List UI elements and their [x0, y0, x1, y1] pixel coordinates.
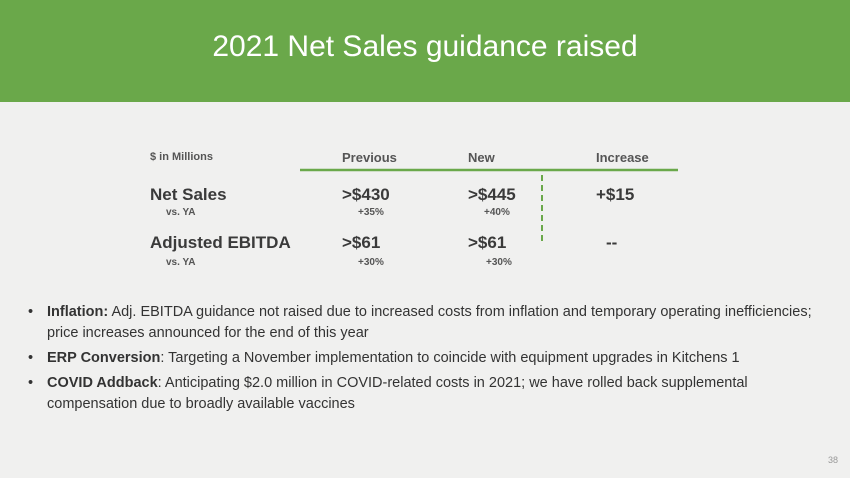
bullet-label: Inflation: — [47, 304, 109, 320]
slide-title: 2021 Net Sales guidance raised — [212, 30, 638, 63]
row-label: Net Sales — [150, 185, 227, 204]
new-change: +30% — [486, 257, 512, 268]
new-value: >$445 — [468, 185, 516, 204]
row-sublabel: vs. YA — [166, 207, 196, 218]
previous-value: >$430 — [342, 185, 390, 204]
bullet-list: Inflation: Adj. EBITDA guidance not rais… — [28, 302, 818, 419]
page-number: 38 — [827, 455, 838, 465]
bullet-text: Adj. EBITDA guidance not raised due to i… — [47, 304, 812, 341]
previous-change: +35% — [358, 207, 384, 218]
new-change: +40% — [484, 207, 510, 218]
previous-change: +30% — [358, 257, 384, 268]
bullet: Inflation: Adj. EBITDA guidance not rais… — [28, 302, 818, 344]
header-band: 2021 Net Sales guidance raised — [0, 0, 850, 102]
column-header: Previous — [342, 150, 397, 165]
column-header: Increase — [596, 150, 649, 165]
increase-value: -- — [606, 233, 618, 252]
new-value: >$61 — [468, 233, 507, 252]
bullet-text: : Targeting a November implementation to… — [160, 350, 740, 366]
bullet: ERP Conversion: Targeting a November imp… — [28, 348, 818, 369]
increase-value: +$15 — [596, 185, 635, 204]
previous-value: >$61 — [342, 233, 381, 252]
bullet-label: ERP Conversion — [47, 350, 161, 366]
row-label: Adjusted EBITDA — [150, 233, 291, 252]
column-header: New — [468, 150, 495, 165]
bullet: COVID Addback: Anticipating $2.0 million… — [28, 373, 818, 415]
bullet-text: : Anticipating $2.0 million in COVID-rel… — [47, 375, 748, 412]
row-sublabel: vs. YA — [166, 257, 196, 268]
bullet-label: COVID Addback — [47, 375, 158, 391]
column-header: $ in Millions — [150, 151, 213, 163]
